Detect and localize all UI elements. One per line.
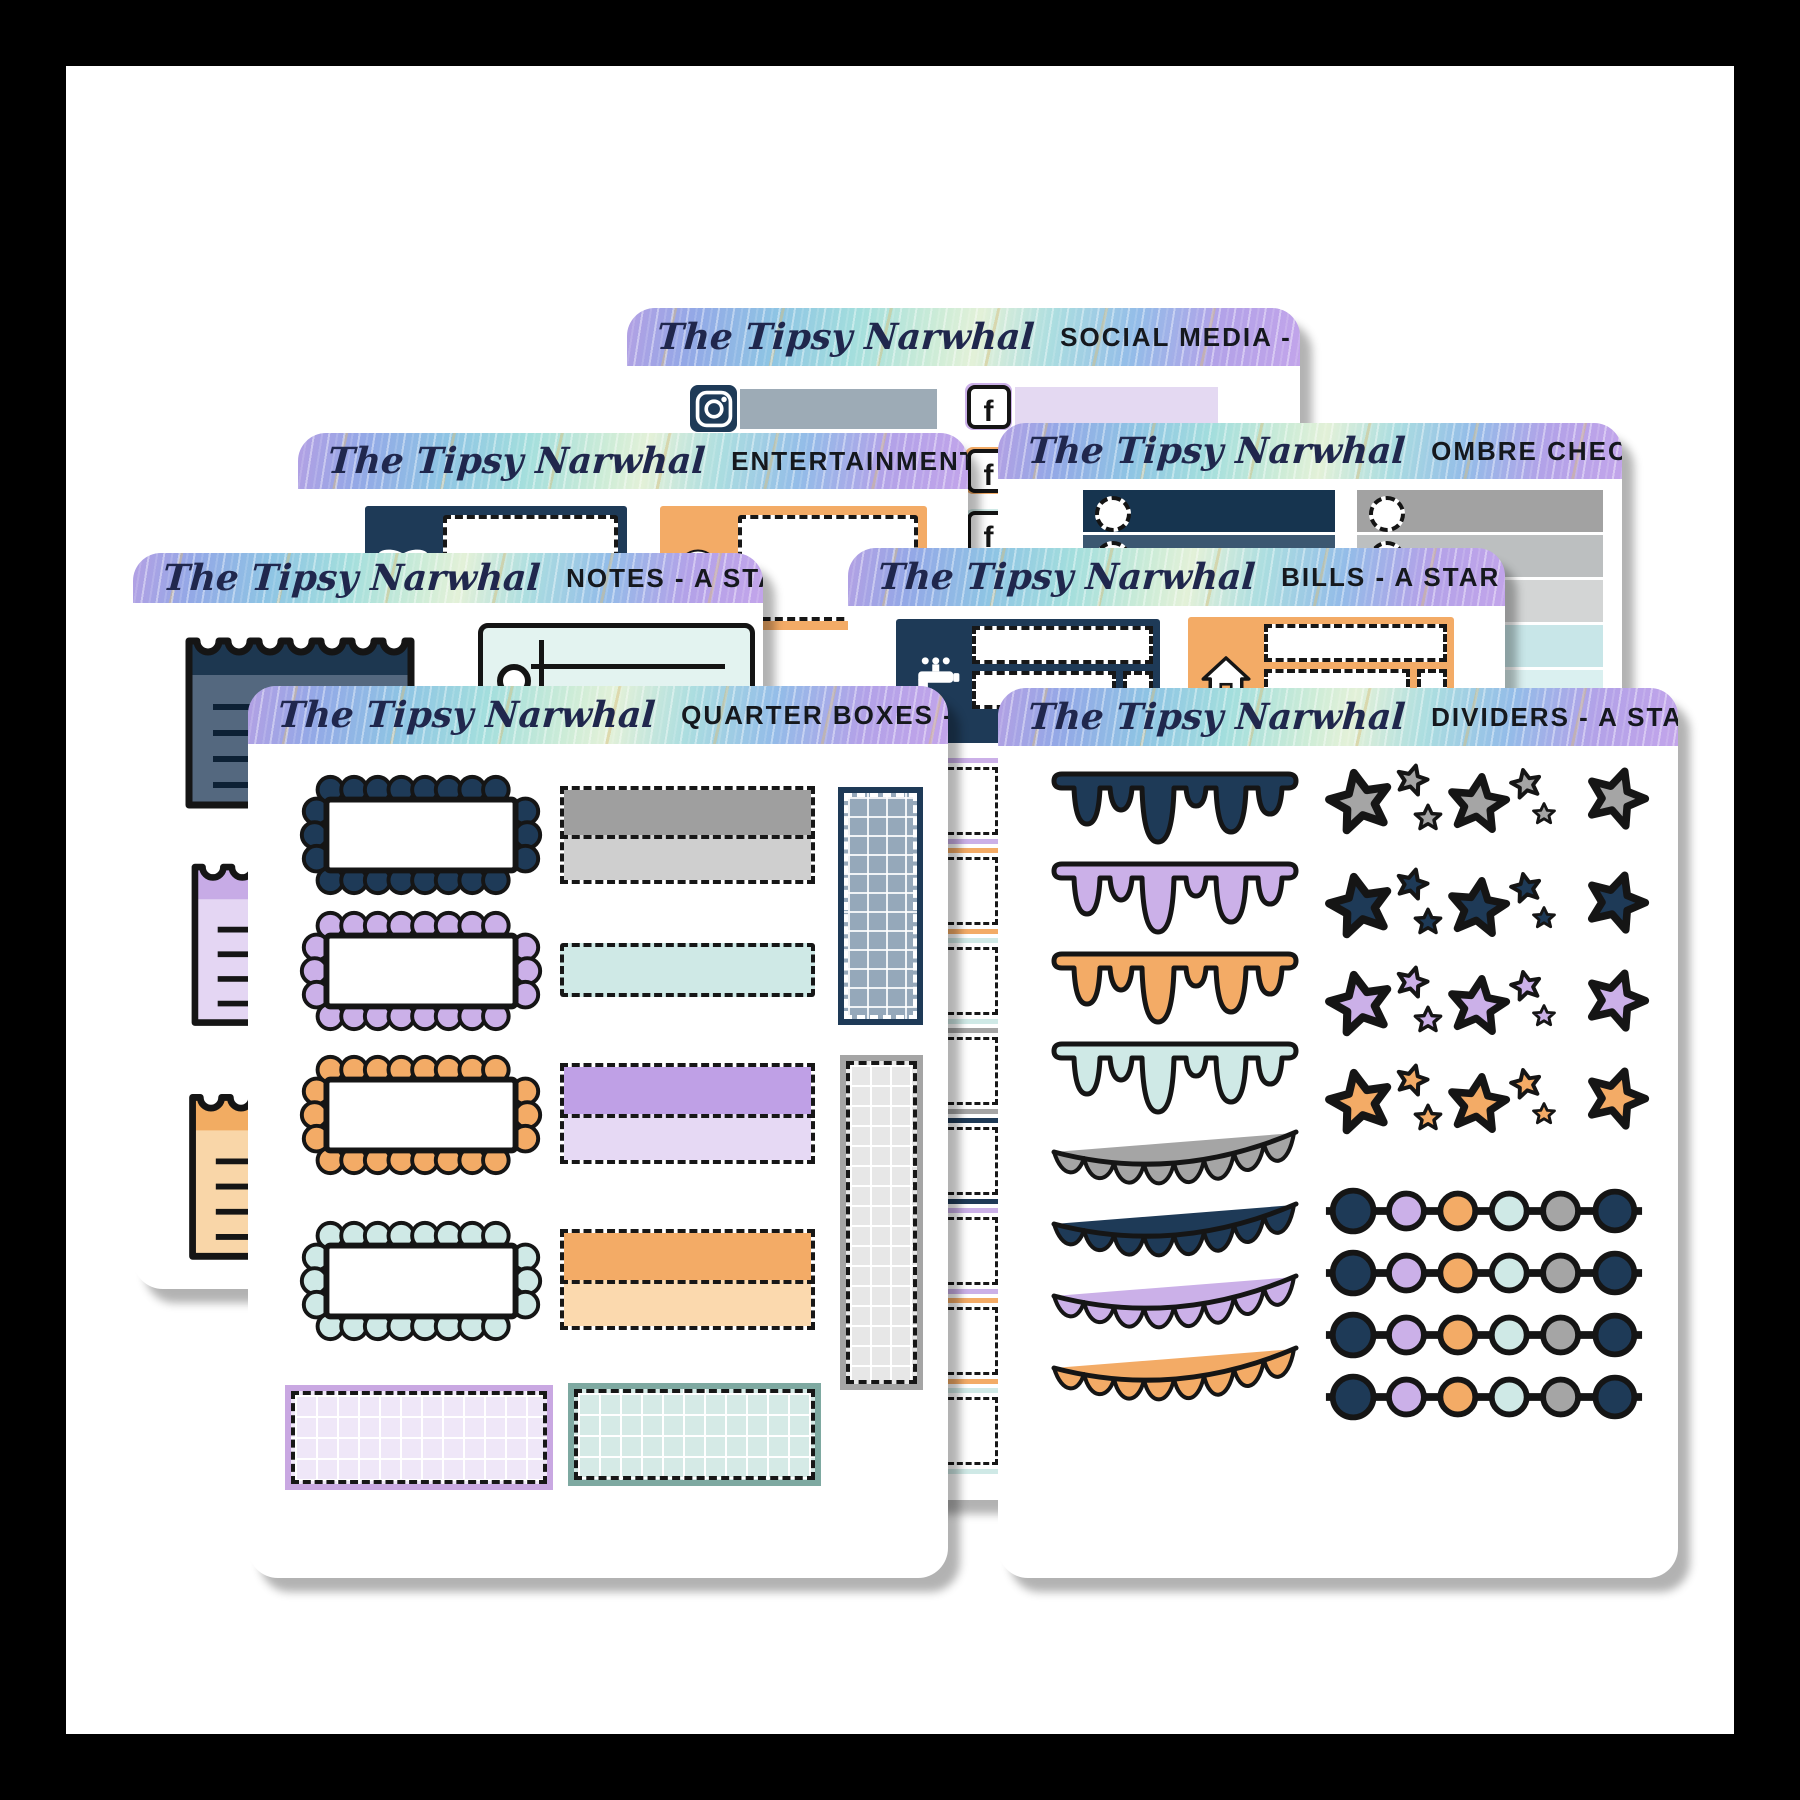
bead-divider: [1324, 1371, 1644, 1423]
split-dashed-box-purple: [560, 1063, 815, 1164]
write-in-field: [972, 626, 1153, 664]
write-in-field: [1264, 624, 1447, 662]
star-cluster-lavender: [1320, 956, 1650, 1046]
checkbox-circle: [1369, 496, 1405, 532]
sticker-sheet-quarter-boxes: The Tipsy Narwhal QUARTER BOXES - A STAR…: [248, 686, 948, 1578]
bead-divider: [1324, 1247, 1644, 1299]
scalloped-box-navy: [296, 770, 546, 900]
brand-logo: The Tipsy Narwhal: [161, 557, 542, 599]
tracker-bar: [740, 389, 937, 429]
tall-grid-box-navy: [838, 787, 923, 1025]
sheet-title: QUARTER BOXES - A STAR FOR EVERYONE: [681, 699, 948, 730]
drip-divider-mint: [1050, 1038, 1300, 1122]
brand-logo: The Tipsy Narwhal: [276, 694, 657, 736]
bead-divider: [1324, 1185, 1644, 1237]
split-dashed-box-grey: [560, 786, 815, 884]
sheet-title: BILLS - A STAR FOR EVERYONE: [1281, 561, 1505, 592]
sheet-title: ENTERTAINMENT - A STAR FOR EVERYONE: [731, 445, 968, 476]
brand-logo: The Tipsy Narwhal: [1026, 696, 1407, 738]
bunting-divider-navy: [1050, 1200, 1300, 1270]
holographic-header: The Tipsy Narwhal OMBRE CHECKLISTS - A S…: [998, 423, 1622, 479]
scalloped-box-mint: [296, 1216, 546, 1346]
scalloped-box-lavender: [296, 906, 546, 1036]
scalloped-box-orange: [296, 1050, 546, 1180]
checkbox-circle: [1095, 496, 1131, 532]
dashed-box-mint: [560, 943, 815, 997]
drip-divider-navy: [1050, 768, 1300, 852]
tracker-bar: [1015, 387, 1218, 427]
bunting-divider-lavender: [1050, 1272, 1300, 1342]
brand-logo: The Tipsy Narwhal: [655, 316, 1036, 358]
star-cluster-navy: [1320, 858, 1650, 948]
sheet-title: OMBRE CHECKLISTS - A STAR FOR EVERYONE: [1431, 435, 1622, 466]
brand-logo: The Tipsy Narwhal: [1026, 430, 1407, 472]
star-cluster-orange: [1320, 1054, 1650, 1144]
holographic-header: The Tipsy Narwhal ENTERTAINMENT - A STAR…: [298, 433, 968, 489]
sheet-title: DIVIDERS - A STAR FOR EVERYONE: [1431, 701, 1678, 732]
holographic-header: The Tipsy Narwhal QUARTER BOXES - A STAR…: [248, 686, 948, 744]
bead-divider: [1324, 1309, 1644, 1361]
bunting-divider-grey: [1050, 1128, 1300, 1198]
drip-divider-lavender: [1050, 858, 1300, 942]
holographic-header: The Tipsy Narwhal SOCIAL MEDIA - A STAR …: [627, 308, 1300, 366]
split-dashed-box-orange: [560, 1229, 815, 1330]
bunting-divider-orange: [1050, 1344, 1300, 1414]
star-cluster-grey: [1320, 754, 1650, 844]
facebook-icon: f: [965, 383, 1012, 430]
grid-quarter-box-lavender: [285, 1385, 553, 1490]
sheet-title: SOCIAL MEDIA - A STAR FOR EVERYONE: [1060, 321, 1300, 352]
holographic-header: The Tipsy Narwhal NOTES - A STAR FOR EVE…: [133, 553, 763, 603]
holographic-header: The Tipsy Narwhal DIVIDERS - A STAR FOR …: [998, 688, 1678, 746]
holographic-header: The Tipsy Narwhal BILLS - A STAR FOR EVE…: [848, 548, 1505, 606]
brand-logo: The Tipsy Narwhal: [876, 556, 1257, 598]
tag-line: [531, 664, 725, 669]
grid-quarter-box-teal: [568, 1383, 821, 1486]
tall-grid-box-grey: [840, 1055, 923, 1390]
instagram-icon: [690, 385, 737, 432]
drip-divider-orange: [1050, 948, 1300, 1032]
brand-logo: The Tipsy Narwhal: [326, 440, 707, 482]
sheet-title: NOTES - A STAR FOR EVERYONE: [566, 562, 763, 593]
sticker-sheet-dividers: The Tipsy Narwhal DIVIDERS - A STAR FOR …: [998, 688, 1678, 1578]
